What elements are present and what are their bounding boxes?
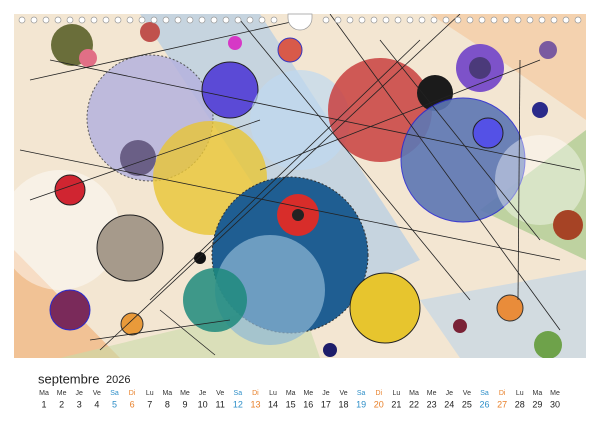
day-number: 16 xyxy=(303,399,313,409)
weekday-label: Di xyxy=(252,390,259,397)
artwork xyxy=(14,14,586,358)
day-number: 21 xyxy=(391,399,401,409)
day-number: 24 xyxy=(444,399,454,409)
weekday-label: Je xyxy=(322,390,330,397)
day-number: 29 xyxy=(532,399,542,409)
weekday-label: Lu xyxy=(393,390,401,397)
weekday-label: Ma xyxy=(162,390,172,397)
weekday-label: Sa xyxy=(110,390,119,397)
day-number: 14 xyxy=(268,399,278,409)
weekday-label: Ma xyxy=(286,390,296,397)
weekday-label: Lu xyxy=(516,390,524,397)
weekday-label: Ma xyxy=(39,390,49,397)
weekday-label: Di xyxy=(499,390,506,397)
weekday-label: Ve xyxy=(93,390,101,397)
day-number: 19 xyxy=(356,399,366,409)
weekday-label: Lu xyxy=(146,390,154,397)
day-number: 12 xyxy=(233,399,243,409)
day-number: 28 xyxy=(515,399,525,409)
day-number: 30 xyxy=(550,399,560,409)
weekday-label: Lu xyxy=(269,390,277,397)
weekday-label: Me xyxy=(303,390,313,397)
day-number: 27 xyxy=(497,399,507,409)
day-number: 13 xyxy=(250,399,260,409)
weekday-label: Di xyxy=(375,390,382,397)
day-number: 4 xyxy=(94,399,99,409)
weekday-label: Je xyxy=(76,390,84,397)
day-number: 10 xyxy=(198,399,208,409)
weekday-label: Me xyxy=(550,390,560,397)
weekday-label: Di xyxy=(129,390,136,397)
day-number: 23 xyxy=(427,399,437,409)
day-number: 7 xyxy=(147,399,152,409)
weekday-label: Sa xyxy=(357,390,366,397)
day-number: 22 xyxy=(409,399,419,409)
day-number: 2 xyxy=(59,399,64,409)
day-number: 20 xyxy=(374,399,384,409)
day-number: 25 xyxy=(462,399,472,409)
day-number: 6 xyxy=(130,399,135,409)
weekday-label: Me xyxy=(427,390,437,397)
binding-holes xyxy=(18,13,582,31)
day-number: 8 xyxy=(165,399,170,409)
weekday-label: Ve xyxy=(339,390,347,397)
day-number: 5 xyxy=(112,399,117,409)
weekday-label: Ma xyxy=(409,390,419,397)
day-number: 17 xyxy=(321,399,331,409)
day-number: 11 xyxy=(216,399,225,409)
weekday-label: Ma xyxy=(533,390,543,397)
weekday-label: Sa xyxy=(234,390,243,397)
weekday-label: Me xyxy=(180,390,190,397)
weekday-label: Sa xyxy=(480,390,489,397)
weekday-label: Ve xyxy=(463,390,471,397)
weekday-label: Me xyxy=(57,390,67,397)
weekday-label: Ve xyxy=(216,390,224,397)
day-number: 3 xyxy=(77,399,82,409)
day-number: 1 xyxy=(41,399,46,409)
month-title: septembre xyxy=(38,371,99,386)
weekday-label: Je xyxy=(199,390,207,397)
day-number: 15 xyxy=(286,399,296,409)
day-number: 26 xyxy=(480,399,490,409)
day-number: 18 xyxy=(339,399,349,409)
day-number: 9 xyxy=(182,399,187,409)
weekday-label: Je xyxy=(446,390,454,397)
year-title: 2026 xyxy=(106,374,130,386)
